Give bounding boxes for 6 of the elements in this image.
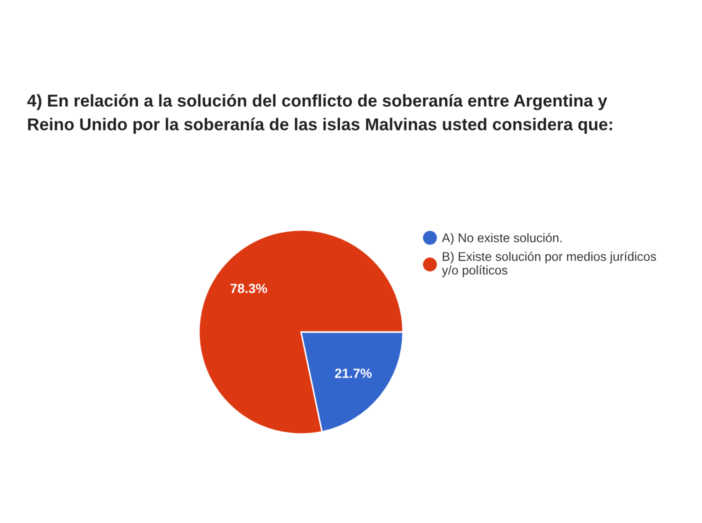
data-label: 21.7% [335,368,372,378]
data-label: 78.3% [230,284,268,294]
pie-slice [198,229,404,435]
legend-label: B) Existe solución por medios jurídicos y/o políticos [442,252,656,278]
legend-label: A) No existe solución. [442,232,562,245]
chart-title: 4) En relación a la solución del conflicto de soberanía entre Argentina y Reino Unido por la soberanía de las islas Malvinas usted considera que: [27,94,612,134]
